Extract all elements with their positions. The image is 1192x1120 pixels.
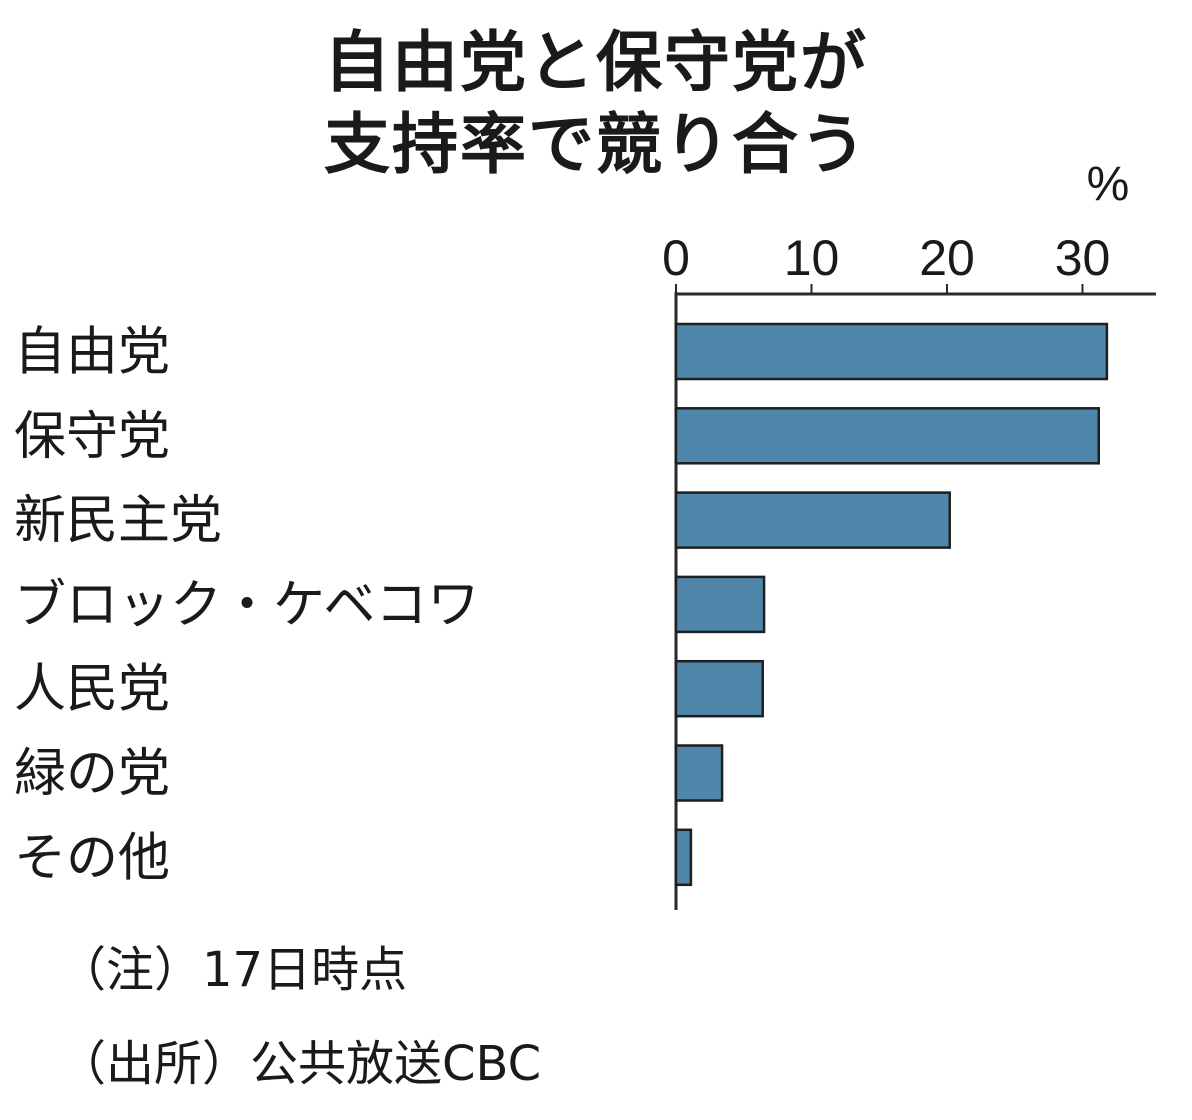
- x-tick-label: 30: [1055, 230, 1111, 286]
- bars: [674, 322, 1109, 887]
- category-label: 人民党: [14, 660, 170, 720]
- x-ticks: 0 10 20 30: [662, 230, 1110, 294]
- x-tick-label: 20: [919, 230, 975, 286]
- category-label: 新民主党: [14, 491, 222, 551]
- category-label: 自由党: [14, 323, 170, 383]
- bar: [674, 491, 951, 549]
- bar: [674, 407, 1101, 465]
- bar: [674, 744, 724, 802]
- title-line-1: 自由党と保守党が: [324, 24, 868, 101]
- note-source: （出所）公共放送CBC: [58, 1036, 542, 1092]
- x-tick-label: 0: [662, 230, 690, 286]
- bar: [674, 322, 1109, 381]
- bar: [674, 575, 766, 634]
- bar: [674, 828, 693, 887]
- title-line-2: 支持率で競り合う: [324, 106, 868, 183]
- note-date: （注）17日時点: [58, 942, 408, 998]
- unit-label: %: [1087, 158, 1130, 211]
- chart-title: 自由党と保守党が 支持率で競り合う: [0, 22, 1192, 186]
- x-tick-label: 10: [784, 230, 840, 286]
- category-label: 緑の党: [14, 744, 170, 804]
- category-label: 保守党: [14, 407, 170, 467]
- category-label: ブロック・ケベコワ: [14, 575, 479, 635]
- category-label: その他: [14, 828, 170, 888]
- bar: [674, 659, 764, 718]
